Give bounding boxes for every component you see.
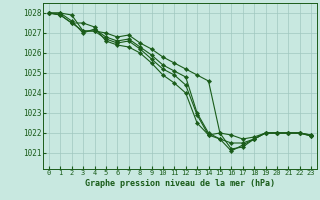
X-axis label: Graphe pression niveau de la mer (hPa): Graphe pression niveau de la mer (hPa): [85, 179, 275, 188]
